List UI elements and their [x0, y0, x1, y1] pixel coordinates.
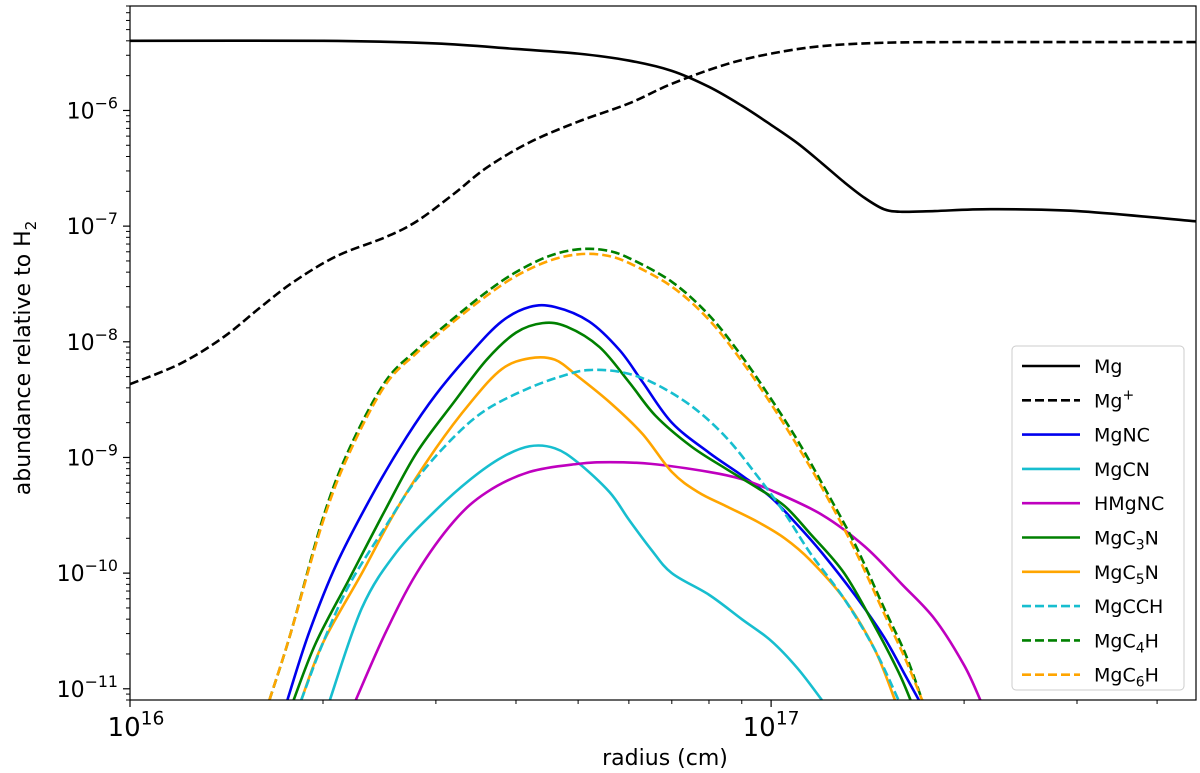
series-line-mgc4h	[268, 247, 924, 700]
legend-label: MgC3N	[1094, 528, 1159, 554]
legend: Mg Mg+ MgNC MgCN HMgNC MgC3N MgC5N MgCCH MgC4H Mg…	[1011, 345, 1185, 691]
legend-label: MgCCH	[1094, 596, 1163, 618]
y-tick-label: 10−8	[67, 325, 118, 356]
y-tick-label: 10−10	[57, 556, 118, 587]
series-line-mgcn	[328, 444, 823, 700]
series-line-mgnc	[286, 303, 920, 700]
y-axis-label: abundance relative to H2	[11, 221, 40, 496]
series-line-mg-plus	[130, 40, 1196, 386]
y-tick-label: 10−11	[57, 672, 118, 703]
series-line-hmgnc	[354, 460, 982, 700]
x-axis-label: radius (cm)	[602, 746, 728, 771]
series-line-mgcch	[300, 368, 900, 700]
series-line-mgc5n	[300, 355, 897, 700]
y-axis-label-sub: 2	[22, 221, 40, 231]
x-tick-label: 1016	[108, 708, 165, 743]
legend-label: Mg+	[1094, 387, 1134, 412]
legend-label: MgCN	[1094, 459, 1150, 481]
legend-label: MgNC	[1094, 425, 1150, 447]
series-layer	[130, 39, 1196, 700]
y-axis-label-main: abundance relative to H	[11, 230, 36, 495]
legend-label: Mg	[1094, 356, 1122, 378]
legend-box	[1011, 345, 1185, 691]
legend-label: MgC4H	[1094, 630, 1159, 656]
y-tick-label: 10−9	[67, 441, 118, 472]
x-tick-label: 1017	[743, 708, 800, 743]
series-line-mg	[130, 39, 1196, 223]
series-line-mgc3n	[292, 321, 912, 700]
legend-label: MgC6H	[1094, 665, 1159, 691]
y-tick-label: 10−6	[67, 94, 118, 125]
ticks-layer: 10−11 10−10 10−9 10−8 10−7 10−6 1016 1017	[57, 5, 1158, 743]
series-line-mgc6h	[268, 252, 924, 700]
legend-label: HMgNC	[1094, 493, 1164, 515]
y-tick-label: 10−7	[67, 209, 118, 240]
legend-label: MgC5N	[1094, 562, 1159, 588]
